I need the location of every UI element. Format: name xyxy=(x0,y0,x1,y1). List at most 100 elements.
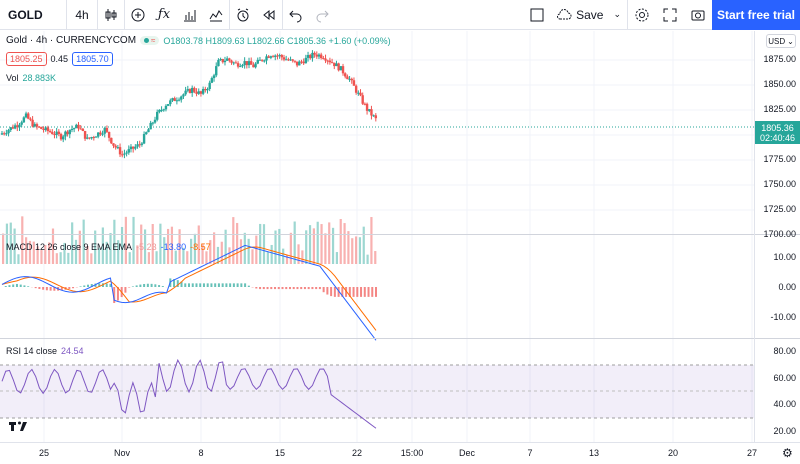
chevron-down-icon: ⌄ xyxy=(787,36,794,46)
candle-body xyxy=(24,113,28,118)
save-button[interactable]: Save ⌄ xyxy=(550,0,627,30)
volume-bar xyxy=(236,222,239,264)
volume-bar xyxy=(312,228,315,264)
volume-bar xyxy=(201,244,204,264)
fullscreen-square-icon[interactable] xyxy=(524,0,550,30)
candle-body xyxy=(116,147,120,149)
candle-body xyxy=(175,100,179,102)
rsi-label: RSI 14 close xyxy=(6,346,58,356)
volume-bar xyxy=(32,241,35,264)
macd-histogram-bar xyxy=(326,287,329,295)
compare-add-icon[interactable] xyxy=(125,0,151,30)
candle-body xyxy=(284,59,288,61)
candle-body xyxy=(99,132,102,135)
macd-histogram-bar xyxy=(8,285,11,287)
macd-histogram-bar xyxy=(255,287,258,289)
undo-icon[interactable] xyxy=(283,0,309,30)
candle-body xyxy=(241,65,244,67)
time-tick-label: 25 xyxy=(38,448,50,458)
candle-body xyxy=(280,55,284,58)
candle-body xyxy=(350,78,353,81)
macd-histogram-bar xyxy=(262,287,265,290)
candle-body xyxy=(234,62,238,64)
macd-histogram-bar xyxy=(124,287,127,293)
candle-body xyxy=(46,127,50,131)
indicators-fx-icon[interactable]: ƒx xyxy=(157,7,171,22)
settings-gear-icon[interactable] xyxy=(628,0,656,30)
symbol-search[interactable]: GOLD xyxy=(8,7,43,22)
macd-signal-line xyxy=(1,246,377,331)
candle-body xyxy=(295,61,299,66)
chart-canvas[interactable] xyxy=(0,31,754,442)
volume-bar xyxy=(155,251,158,264)
pane-divider[interactable] xyxy=(0,234,800,235)
rsi-tick-label: 20.00 xyxy=(773,426,796,436)
candle-body xyxy=(92,137,96,139)
volume-bar xyxy=(293,221,296,264)
tradingview-logo[interactable] xyxy=(8,420,28,435)
volume-bar xyxy=(9,222,12,264)
price-axis[interactable]: 1875.00 1850.00 1825.00 1775.00 1750.00 1725.… xyxy=(754,31,800,442)
start-free-trial-button[interactable]: Start free trial xyxy=(712,0,800,30)
interval-button[interactable]: 4h xyxy=(75,7,89,22)
candle-body xyxy=(372,115,375,117)
bid-price-badge[interactable]: 1805.25 xyxy=(6,52,47,66)
macd-histogram-bar xyxy=(348,287,351,297)
volume-bar xyxy=(251,249,254,264)
candles-icon[interactable] xyxy=(98,0,124,30)
volume-bar xyxy=(143,229,147,264)
time-tick-label: 15:00 xyxy=(400,448,424,458)
expand-icon[interactable] xyxy=(656,0,684,30)
candle-body xyxy=(44,127,47,130)
volume-bar xyxy=(305,230,308,264)
macd-line-value: -13.80 xyxy=(160,242,187,252)
volume-bar xyxy=(67,252,70,264)
candle-body xyxy=(62,136,65,140)
macd-histogram-bar xyxy=(139,284,142,287)
candle-body xyxy=(254,63,257,68)
candle-body xyxy=(131,146,135,149)
volume-bar xyxy=(259,223,262,264)
volume-label: Vol xyxy=(6,73,19,83)
volume-bar xyxy=(82,219,85,264)
candle-body xyxy=(138,144,141,146)
macd-histogram-value: -5.23 xyxy=(136,242,157,252)
volume-bar xyxy=(136,245,139,264)
macd-histogram-bar xyxy=(173,279,176,287)
candle-body xyxy=(171,98,174,101)
alert-clock-icon[interactable] xyxy=(230,0,256,30)
candle-body xyxy=(348,78,351,80)
volume-legend: Vol 28.883K xyxy=(6,73,56,83)
volume-bar xyxy=(128,252,131,264)
macd-histogram-bar xyxy=(322,287,325,293)
macd-histogram-bar xyxy=(221,283,224,287)
candle-body xyxy=(293,60,297,62)
redo-icon[interactable] xyxy=(309,0,335,30)
candle-body xyxy=(129,146,133,150)
candle-body xyxy=(212,75,216,79)
candle-body xyxy=(142,134,146,144)
volume-bar xyxy=(86,246,89,264)
volume-bar xyxy=(170,226,174,264)
replay-icon[interactable] xyxy=(256,0,282,30)
volume-bar xyxy=(362,226,365,264)
volume-bar xyxy=(174,250,177,264)
time-axis[interactable]: 25 Nov 8 15 22 15:00 Dec 7 13 20 27 xyxy=(0,442,800,464)
candle-body xyxy=(210,78,214,83)
currency-select[interactable]: USD ⌄ xyxy=(766,34,796,48)
candle-body xyxy=(118,147,122,155)
line-chart-icon[interactable] xyxy=(203,0,229,30)
ask-price-badge[interactable]: 1805.70 xyxy=(72,52,113,66)
macd-histogram-bar xyxy=(375,287,377,297)
macd-histogram-bar xyxy=(333,287,336,297)
current-price-tag: 1805.36 02:40:46 xyxy=(755,121,800,144)
volume-bar xyxy=(335,252,338,264)
current-price: 1805.36 xyxy=(761,122,794,133)
volume-bar xyxy=(358,237,362,264)
candle-body xyxy=(228,58,231,61)
camera-icon[interactable] xyxy=(684,0,712,30)
bar-chart-icon[interactable] xyxy=(177,0,203,30)
settings-gear-icon[interactable]: ⚙ xyxy=(782,446,793,460)
pane-divider[interactable] xyxy=(0,338,800,339)
rsi-value: 24.54 xyxy=(61,346,84,356)
